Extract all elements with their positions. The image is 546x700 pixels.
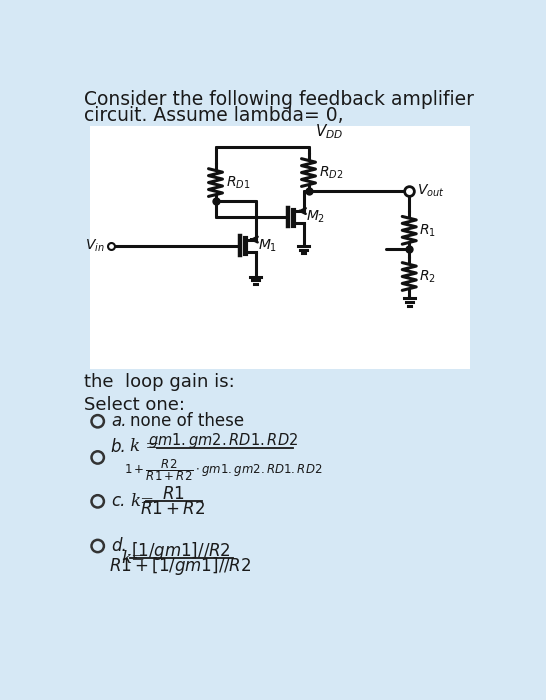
Text: $[1/gm1]//R2$: $[1/gm1]//R2$ (130, 540, 230, 562)
Text: $M_1$: $M_1$ (258, 237, 277, 254)
Text: $R1+R2$: $R1+R2$ (140, 500, 205, 517)
Text: c.: c. (111, 492, 125, 510)
FancyBboxPatch shape (90, 126, 470, 369)
Text: $V_{out}$: $V_{out}$ (417, 183, 444, 200)
Text: $R_{D1}$: $R_{D1}$ (225, 174, 250, 191)
Text: $V_{in}$: $V_{in}$ (85, 237, 105, 254)
Text: the  loop gain is:: the loop gain is: (84, 372, 234, 391)
Text: k =: k = (130, 438, 159, 455)
Text: $R_1$: $R_1$ (419, 222, 436, 239)
Text: circuit. Assume lambda= 0,: circuit. Assume lambda= 0, (84, 106, 343, 125)
Text: $gm1.gm2.RD1.RD2$: $gm1.gm2.RD1.RD2$ (148, 431, 298, 450)
Text: $M_2$: $M_2$ (306, 209, 325, 225)
Text: a.: a. (111, 412, 126, 430)
Text: Select one:: Select one: (84, 396, 185, 414)
Text: b.: b. (111, 438, 127, 456)
Text: k=: k= (130, 493, 155, 510)
Text: k=: k= (121, 550, 145, 567)
Text: d.: d. (111, 537, 127, 555)
Text: none of these: none of these (130, 412, 245, 430)
Text: $R_2$: $R_2$ (419, 268, 436, 285)
Text: $1+\dfrac{R2}{R1+R2}\cdot gm1.gm2.RD1.RD2$: $1+\dfrac{R2}{R1+R2}\cdot gm1.gm2.RD1.RD… (124, 458, 323, 483)
Text: $V_{DD}$: $V_{DD}$ (314, 122, 343, 141)
Text: $R_{D2}$: $R_{D2}$ (318, 164, 343, 181)
Text: Consider the following feedback amplifier: Consider the following feedback amplifie… (84, 90, 474, 109)
Text: $R1+[1/gm1]//R2$: $R1+[1/gm1]//R2$ (109, 555, 252, 577)
Text: $R1$: $R1$ (162, 486, 184, 503)
